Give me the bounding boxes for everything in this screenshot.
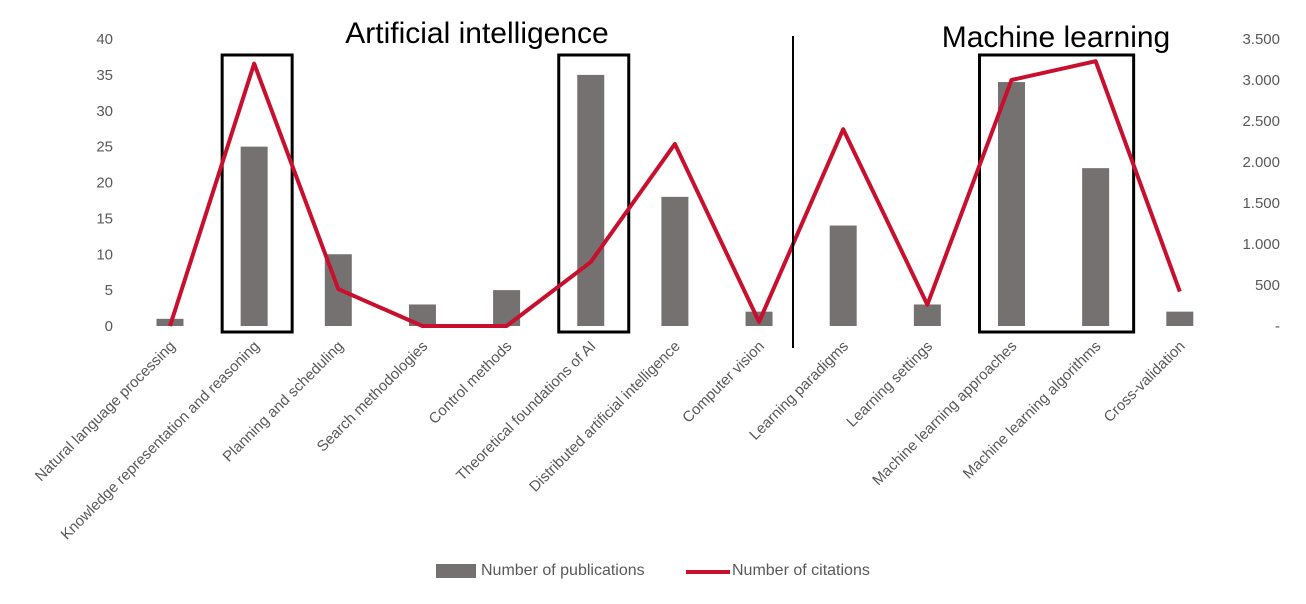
right-axis-tick-label: 3.000	[1242, 72, 1280, 89]
category-label: Natural language processing	[32, 338, 179, 485]
category-label: Cross-validation	[1101, 338, 1189, 426]
right-axis-tick-label: 2.500	[1242, 113, 1280, 130]
right-axis-tick-label: -	[1275, 318, 1280, 335]
left-axis-tick-label: 20	[96, 175, 113, 192]
bar-publications	[998, 82, 1025, 326]
right-axis-tick-label: 1.000	[1242, 236, 1280, 253]
bar-publications	[1082, 168, 1110, 326]
left-axis-tick-label: 35	[96, 67, 113, 84]
category-label: Distributed artificial intelligence	[526, 338, 684, 496]
left-axis-tick-label: 40	[96, 31, 113, 48]
annotation-machine-learning: Machine learning	[942, 21, 1170, 54]
highlight-box	[978, 53, 1136, 334]
left-axis-tick-label: 15	[96, 210, 113, 227]
left-axis-tick-label: 30	[96, 103, 113, 120]
category-label: Machine learning algorithms	[960, 338, 1105, 483]
left-axis-tick-label: 10	[96, 246, 113, 263]
left-axis-tick-label: 5	[105, 282, 113, 299]
bar-publications	[240, 146, 268, 326]
legend-label-citations: Number of citations	[732, 562, 870, 579]
right-axis: - 500 1.000 1.500 2.000 2.500 3.000 3.500	[1242, 31, 1280, 335]
annotation-artificial-intelligence: Artificial intelligence	[345, 17, 608, 50]
legend-label-publications: Number of publications	[481, 562, 645, 579]
category-label: Learning settings	[843, 338, 936, 431]
right-axis-tick-label: 500	[1255, 277, 1280, 294]
left-axis-tick-label: 0	[105, 318, 113, 335]
highlight-boxes	[220, 53, 1136, 334]
line-series	[168, 59, 1182, 328]
left-axis: 0 5 10 15 20 25 30 35 40	[96, 31, 113, 335]
right-axis-tick-label: 2.000	[1242, 154, 1280, 171]
bar-publications	[913, 304, 941, 326]
line-citations	[168, 59, 1182, 328]
highlight-box	[220, 53, 294, 334]
category-label: Control methods	[426, 338, 516, 428]
bar-publications	[661, 196, 689, 326]
bar-series	[156, 74, 1194, 326]
category-label: Theoretical foundations of AI	[453, 338, 599, 484]
bar-publications	[829, 225, 857, 326]
bar-publications	[408, 304, 436, 326]
highlight-box	[557, 53, 631, 334]
legend: Number of publications Number of citatio…	[436, 562, 870, 579]
bar-publications	[577, 74, 605, 326]
left-axis-tick-label: 25	[96, 139, 113, 156]
bar-publications	[1166, 311, 1194, 326]
legend-swatch-publications	[436, 564, 476, 578]
right-axis-tick-label: 1.500	[1242, 195, 1280, 212]
category-label: Computer vision	[679, 338, 768, 427]
category-label: Machine learning approaches	[869, 338, 1020, 489]
right-axis-tick-label: 3.500	[1242, 31, 1280, 48]
